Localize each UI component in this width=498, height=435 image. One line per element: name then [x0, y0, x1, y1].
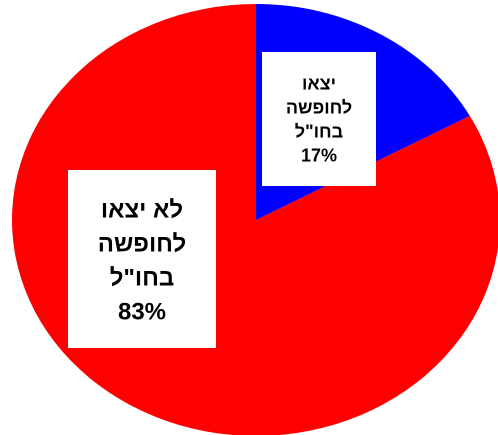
slice-label-0: יצאו לחופשה בחו"ל 17%	[262, 52, 376, 186]
slice-label-line: 83%	[118, 299, 166, 326]
slice-label-line: 17%	[301, 146, 337, 166]
slice-labels: יצאו לחופשה בחו"ל 17% לא יצאו לחופשה בחו"ל 83%	[68, 52, 376, 348]
slice-label-box	[68, 170, 216, 348]
slice-label-1: לא יצאו לחופשה בחו"ל 83%	[68, 170, 216, 348]
slice-label-box	[262, 52, 376, 186]
slice-label-line: בחו"ל	[295, 122, 343, 142]
slice-label-line: לחופשה	[286, 98, 352, 118]
slice-label-line: לא יצאו	[101, 197, 183, 224]
slice-label-line: בחו"ל	[110, 265, 175, 292]
slice-label-line: יצאו	[302, 74, 336, 94]
slice-label-line: לחופשה	[98, 231, 186, 258]
